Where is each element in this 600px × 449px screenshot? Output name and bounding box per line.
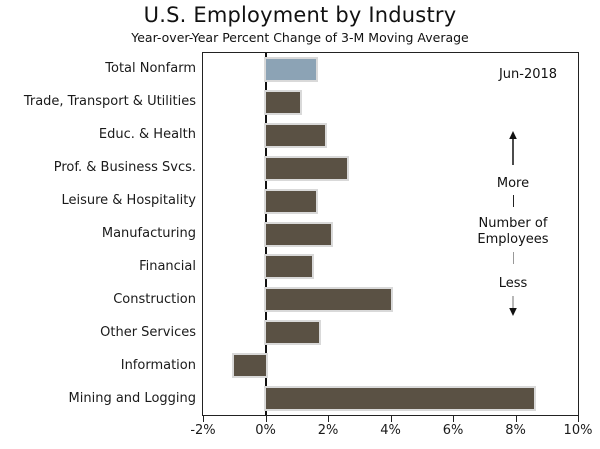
x-tick-label: 10% — [563, 423, 593, 438]
x-tick-mark — [203, 416, 204, 422]
employees-axis-note: More Number of Employees Less — [453, 131, 573, 321]
bar — [263, 221, 334, 247]
x-tick-label: -2% — [190, 423, 216, 438]
plot-area — [202, 52, 579, 416]
chart-title: U.S. Employment by Industry — [143, 3, 457, 27]
x-tick-label: 0% — [255, 423, 276, 438]
category-label: Total Nonfarm — [105, 61, 196, 77]
x-tick-label: 4% — [380, 423, 401, 438]
category-label: Educ. & Health — [98, 127, 196, 143]
arrow-up-icon — [453, 131, 573, 170]
bar — [263, 122, 327, 148]
bar — [263, 89, 302, 115]
bar — [232, 353, 268, 379]
employees-label: Employees — [477, 232, 549, 247]
category-label: Information — [120, 357, 196, 373]
x-tick-label: 8% — [505, 423, 526, 438]
category-label: Financial — [139, 258, 196, 274]
category-label: Prof. & Business Svcs. — [53, 160, 196, 176]
category-label: Leisure & Hospitality — [61, 193, 196, 209]
x-tick-mark — [453, 416, 454, 422]
category-label: Mining and Logging — [68, 390, 196, 406]
chart-subtitle: Year-over-Year Percent Change of 3-M Mov… — [131, 30, 469, 45]
arrow-down-icon — [453, 296, 573, 321]
bar — [263, 287, 393, 313]
category-label: Construction — [113, 291, 196, 307]
category-label: Trade, Transport & Utilities — [23, 94, 196, 110]
bar — [263, 254, 315, 280]
bar — [263, 56, 318, 82]
category-label: Other Services — [100, 324, 196, 340]
bar — [263, 155, 349, 181]
less-label: Less — [498, 276, 528, 291]
note-divider-top — [512, 195, 514, 207]
x-tick-label: 2% — [317, 423, 339, 438]
more-label: More — [496, 176, 530, 191]
x-tick-mark — [390, 416, 392, 422]
note-divider-bottom — [512, 252, 514, 264]
bar — [263, 188, 318, 214]
number-of-label: Number of — [478, 216, 548, 231]
x-tick-mark — [265, 416, 267, 422]
x-tick-mark — [328, 416, 329, 422]
x-tick-label: 6% — [442, 423, 464, 438]
x-tick-mark — [578, 416, 579, 422]
x-tick-mark — [515, 416, 517, 422]
bar — [263, 320, 321, 346]
bar — [263, 386, 537, 412]
date-label: Jun-2018 — [498, 67, 558, 82]
category-label: Manufacturing — [101, 226, 196, 241]
